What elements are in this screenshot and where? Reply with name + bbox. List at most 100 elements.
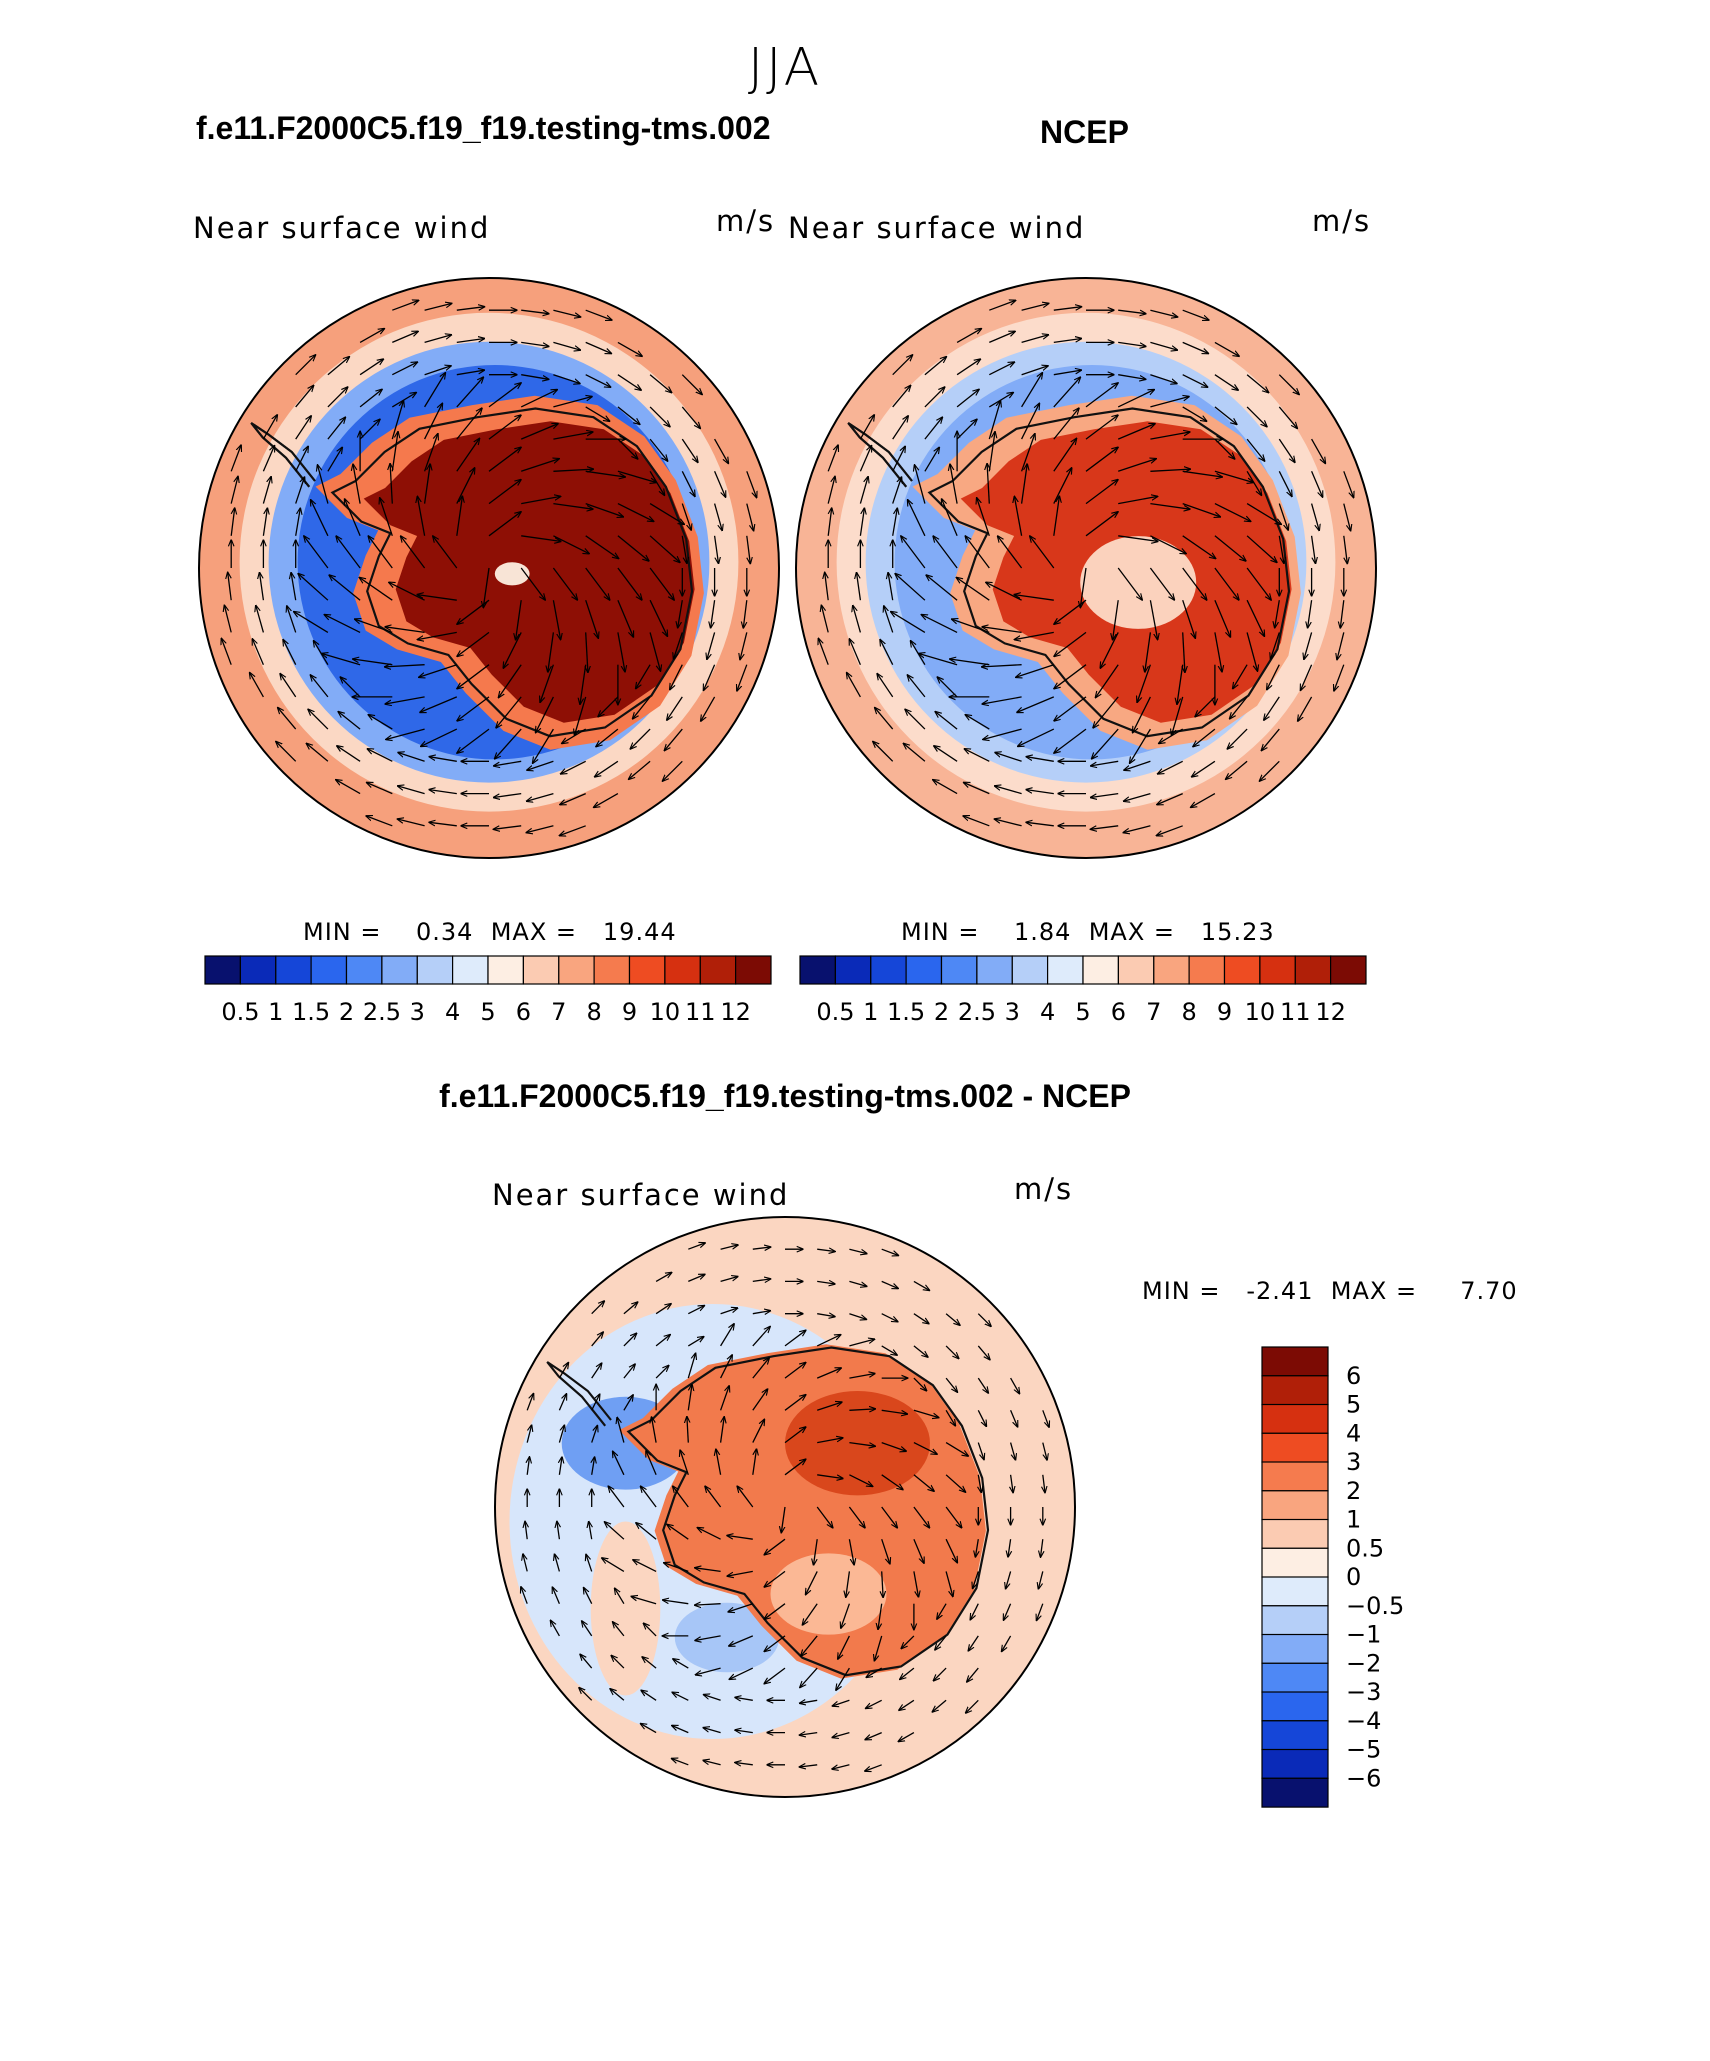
obs-max-label: MAX =: [1088, 918, 1176, 946]
diff-tick-label: 6: [1346, 1362, 1361, 1390]
diff-max-label: MAX =: [1330, 1277, 1418, 1305]
model-tick-label: 7: [551, 998, 566, 1026]
season-title: JJA: [747, 38, 823, 98]
model-swatch: [558, 955, 595, 985]
obs-tick-label: 2: [934, 998, 949, 1026]
diff-tick-label: −4: [1346, 1707, 1381, 1735]
obs-swatch: [1259, 955, 1296, 985]
obs-case-title: NCEP: [1040, 114, 1129, 150]
diff-tick-label: −0.5: [1346, 1592, 1404, 1620]
obs-swatch: [1294, 955, 1332, 985]
diff-swatch: [1261, 1461, 1329, 1492]
obs-field-label: Near surface wind: [788, 211, 1086, 245]
obs-swatch: [1223, 955, 1261, 985]
diff-swatch: [1261, 1662, 1329, 1693]
model-tick-label: 11: [685, 998, 716, 1026]
model-tick-label: 3: [410, 998, 425, 1026]
model-units: m/s: [716, 204, 776, 238]
obs-tick-label: 1.5: [887, 998, 925, 1026]
obs-tick-label: 0.5: [816, 998, 854, 1026]
model-max-value: 19.44: [602, 918, 677, 946]
diff-tick-label: −5: [1346, 1736, 1381, 1764]
diff-tick-label: −6: [1346, 1764, 1381, 1792]
diff-case-title: f.e11.F2000C5.f19_f19.testing-tms.002 - …: [439, 1078, 1131, 1114]
obs-swatch: [1046, 955, 1084, 985]
diff-minmax: MIN = -2.41 MAX = 7.70: [1142, 1277, 1518, 1305]
model-case-title: f.e11.F2000C5.f19_f19.testing-tms.002: [196, 110, 771, 146]
model-swatch: [239, 955, 277, 985]
model-swatch: [381, 955, 418, 985]
model-max-label: MAX =: [490, 918, 578, 946]
model-swatch: [345, 955, 383, 985]
obs-tick-label: 4: [1040, 998, 1055, 1026]
obs-swatch: [1329, 955, 1367, 985]
model-tick-label: 4: [445, 998, 460, 1026]
diff-swatch: [1261, 1346, 1329, 1377]
diff-swatch: [1261, 1403, 1329, 1434]
diff-tick-label: 0.5: [1346, 1534, 1384, 1562]
obs-tick-label: 12: [1315, 998, 1346, 1026]
diff-swatch: [1261, 1375, 1329, 1406]
model-min-value: 0.34: [416, 918, 474, 946]
obs-units: m/s: [1312, 204, 1372, 238]
model-tick-label: 2.5: [363, 998, 401, 1026]
model-minmax: MIN = 0.34 MAX = 19.44: [303, 918, 677, 946]
obs-swatch: [976, 955, 1013, 985]
obs-tick-label: 5: [1075, 998, 1090, 1026]
model-tick-label: 8: [586, 998, 601, 1026]
model-swatch: [310, 955, 348, 985]
diff-field-label: Near surface wind: [492, 1178, 790, 1212]
diff-swatch: [1261, 1691, 1329, 1722]
obs-swatch: [1082, 955, 1120, 985]
obs-min-label: MIN =: [901, 918, 980, 946]
diff-tick-label: −2: [1346, 1649, 1381, 1677]
model-swatch: [593, 955, 631, 985]
diff-swatch: [1261, 1576, 1329, 1607]
obs-colorbar: 0.5 1 1.5 2 2.5 3 4 5 6 7 8 9 10 11 12: [799, 955, 1367, 1026]
obs-tick-label: 3: [1005, 998, 1020, 1026]
model-swatch: [452, 955, 489, 985]
diff-swatch: [1261, 1777, 1329, 1808]
diff-tick-label: 5: [1346, 1391, 1361, 1419]
obs-tick-label: 6: [1111, 998, 1126, 1026]
diff-units: m/s: [1014, 1172, 1074, 1206]
diff-tick-label: 2: [1346, 1477, 1361, 1505]
model-swatch: [275, 955, 312, 985]
obs-tick-label: 11: [1280, 998, 1311, 1026]
obs-swatch: [799, 955, 837, 985]
obs-swatch: [940, 955, 978, 985]
diff-swatch: [1261, 1432, 1329, 1463]
diff-swatch: [1261, 1605, 1329, 1636]
diff-map: [494, 1216, 1076, 1798]
obs-swatch: [1011, 955, 1049, 985]
diff-swatch: [1261, 1490, 1329, 1521]
diff-tick-label: 0: [1346, 1563, 1361, 1591]
model-tick-label: 2: [339, 998, 354, 1026]
diff-min-label: MIN =: [1142, 1277, 1221, 1305]
model-tick-label: 9: [622, 998, 637, 1026]
model-min-label: MIN =: [303, 918, 382, 946]
model-swatch: [734, 955, 772, 985]
obs-swatch: [834, 955, 872, 985]
model-field-label: Near surface wind: [193, 211, 491, 245]
obs-swatch: [870, 955, 907, 985]
obs-swatch: [1153, 955, 1190, 985]
obs-tick-label: 8: [1181, 998, 1196, 1026]
diff-tick-label: 3: [1346, 1448, 1361, 1476]
obs-tick-label: 7: [1146, 998, 1161, 1026]
obs-map: [795, 277, 1377, 859]
model-tick-label: 1.5: [292, 998, 330, 1026]
diff-swatch: [1261, 1633, 1329, 1664]
model-tick-label: 6: [516, 998, 531, 1026]
obs-swatch: [1117, 955, 1155, 985]
model-tick-label: 1: [268, 998, 283, 1026]
model-swatch: [699, 955, 737, 985]
diff-tick-label: 1: [1346, 1506, 1361, 1534]
model-swatch: [664, 955, 701, 985]
diff-tick-label: −3: [1346, 1678, 1381, 1706]
diff-tick-label: 4: [1346, 1419, 1361, 1447]
model-tick-label: 12: [720, 998, 751, 1026]
model-swatch: [204, 955, 242, 985]
